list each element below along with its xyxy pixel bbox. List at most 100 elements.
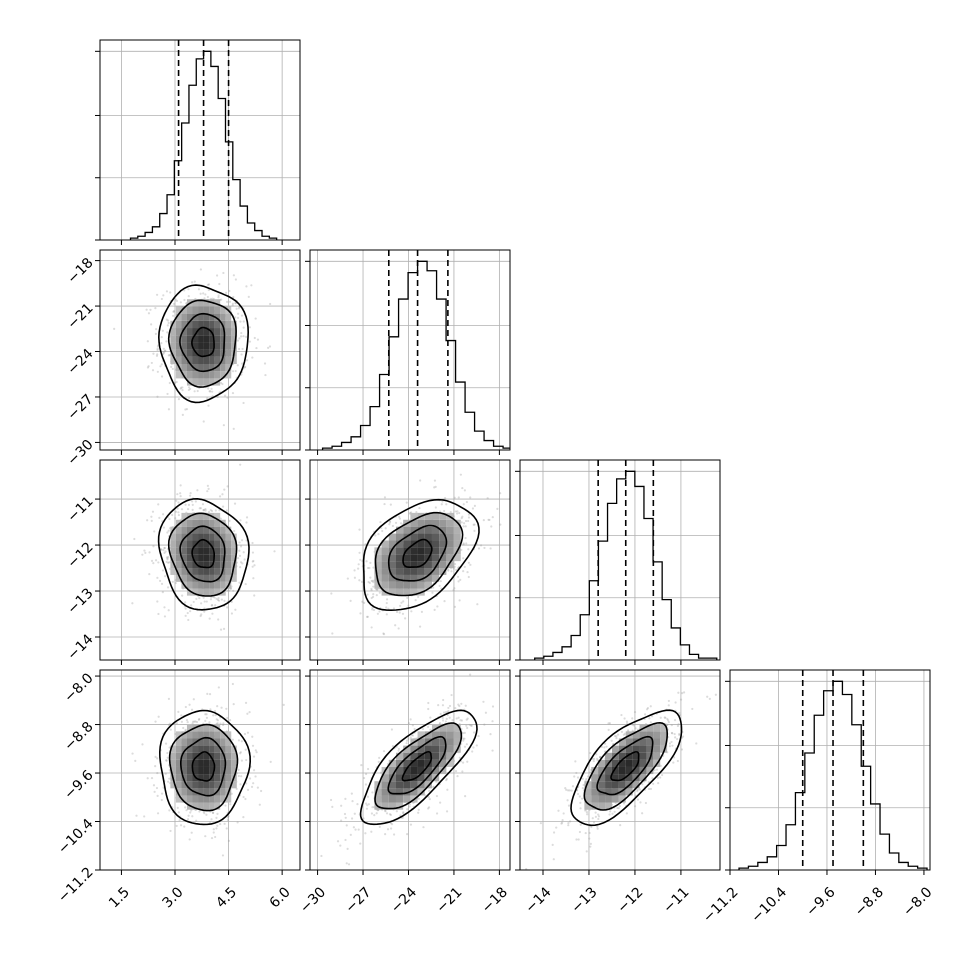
sample-point	[489, 547, 492, 550]
sample-point	[441, 719, 445, 722]
sample-point	[176, 806, 179, 809]
density-cell	[186, 766, 193, 775]
sample-point	[406, 596, 409, 599]
density-cell	[186, 561, 193, 569]
density-cell	[192, 540, 199, 548]
sample-point	[329, 798, 333, 802]
density-cell	[439, 526, 447, 534]
sample-point	[378, 610, 381, 613]
density-cell	[431, 752, 440, 760]
density-cell	[403, 561, 411, 569]
density-cell	[198, 371, 204, 379]
density-cell	[203, 581, 210, 589]
density-cell	[381, 554, 389, 562]
contour-line	[191, 326, 215, 358]
sample-point	[226, 589, 229, 592]
sample-point	[221, 382, 224, 386]
sample-point	[208, 721, 211, 724]
sample-point	[155, 293, 159, 296]
sample-point	[364, 772, 368, 776]
sample-point	[238, 541, 241, 544]
density-cell	[198, 526, 204, 534]
sample-point	[398, 611, 401, 614]
sample-point	[212, 714, 215, 717]
sample-point	[236, 821, 239, 824]
contour-line	[374, 511, 464, 597]
y-tick-label: −13	[64, 585, 96, 617]
sample-point	[254, 317, 257, 320]
density-cell	[381, 540, 389, 548]
sample-point	[677, 723, 680, 726]
density-cell	[192, 568, 199, 575]
sample-point	[187, 295, 190, 298]
sample-point	[473, 504, 476, 507]
density-cell	[192, 547, 199, 555]
sample-point	[361, 600, 364, 603]
density-cell	[410, 519, 418, 527]
sample-point	[608, 813, 611, 816]
sample-point	[434, 485, 437, 488]
density-cell	[198, 745, 204, 753]
density-cell	[192, 588, 199, 596]
sample-point	[204, 293, 207, 296]
sample-point	[203, 297, 206, 300]
sample-point	[636, 788, 639, 792]
sample-point	[215, 718, 218, 721]
sample-point	[206, 295, 209, 299]
sample-point	[245, 285, 248, 288]
contour-line	[167, 512, 238, 597]
sample-point	[248, 340, 252, 343]
sample-point	[575, 838, 578, 841]
density-cell	[203, 724, 210, 732]
sample-point	[466, 570, 469, 574]
sample-point	[320, 854, 323, 858]
sample-point	[453, 587, 456, 590]
density-cell	[214, 731, 221, 739]
sample-point	[239, 783, 242, 786]
sample-point	[374, 534, 377, 537]
density-cell	[395, 574, 404, 582]
density-cell	[186, 738, 193, 746]
sample-point	[168, 381, 171, 385]
sample-point	[207, 288, 210, 292]
sample-point	[219, 628, 223, 631]
sample-point	[238, 337, 241, 340]
sample-point	[234, 369, 237, 373]
sample-point	[184, 408, 187, 411]
density-cell	[220, 547, 226, 555]
sample-point	[330, 592, 333, 595]
sample-point	[240, 539, 244, 542]
density-cell	[220, 766, 226, 775]
density-cell	[175, 568, 182, 575]
sample-point	[144, 551, 147, 554]
density-cell	[225, 547, 232, 555]
sample-point	[169, 728, 172, 731]
sample-point	[359, 558, 362, 561]
sample-point	[187, 814, 190, 817]
sample-point	[667, 719, 670, 722]
density-cell	[225, 554, 232, 562]
sample-point	[260, 789, 263, 793]
sample-point	[462, 557, 465, 560]
density-cell	[175, 328, 182, 336]
sample-point	[243, 732, 247, 736]
sample-point	[580, 797, 584, 800]
sample-point	[369, 576, 372, 579]
sample-point	[167, 319, 170, 322]
sample-point	[655, 768, 659, 771]
sample-point	[452, 589, 455, 592]
sample-point	[268, 345, 272, 348]
density-cell	[424, 561, 432, 569]
sample-point	[251, 356, 254, 359]
sample-point	[232, 274, 235, 277]
sample-point	[460, 521, 463, 524]
sample-point	[375, 593, 378, 597]
density-cell	[225, 313, 232, 321]
density-cell	[181, 306, 187, 314]
density-cell	[388, 781, 396, 789]
sample-point	[237, 312, 240, 315]
density-cell	[388, 547, 396, 555]
density-cell	[175, 738, 182, 746]
sample-point	[695, 742, 698, 745]
sample-point	[202, 508, 205, 512]
